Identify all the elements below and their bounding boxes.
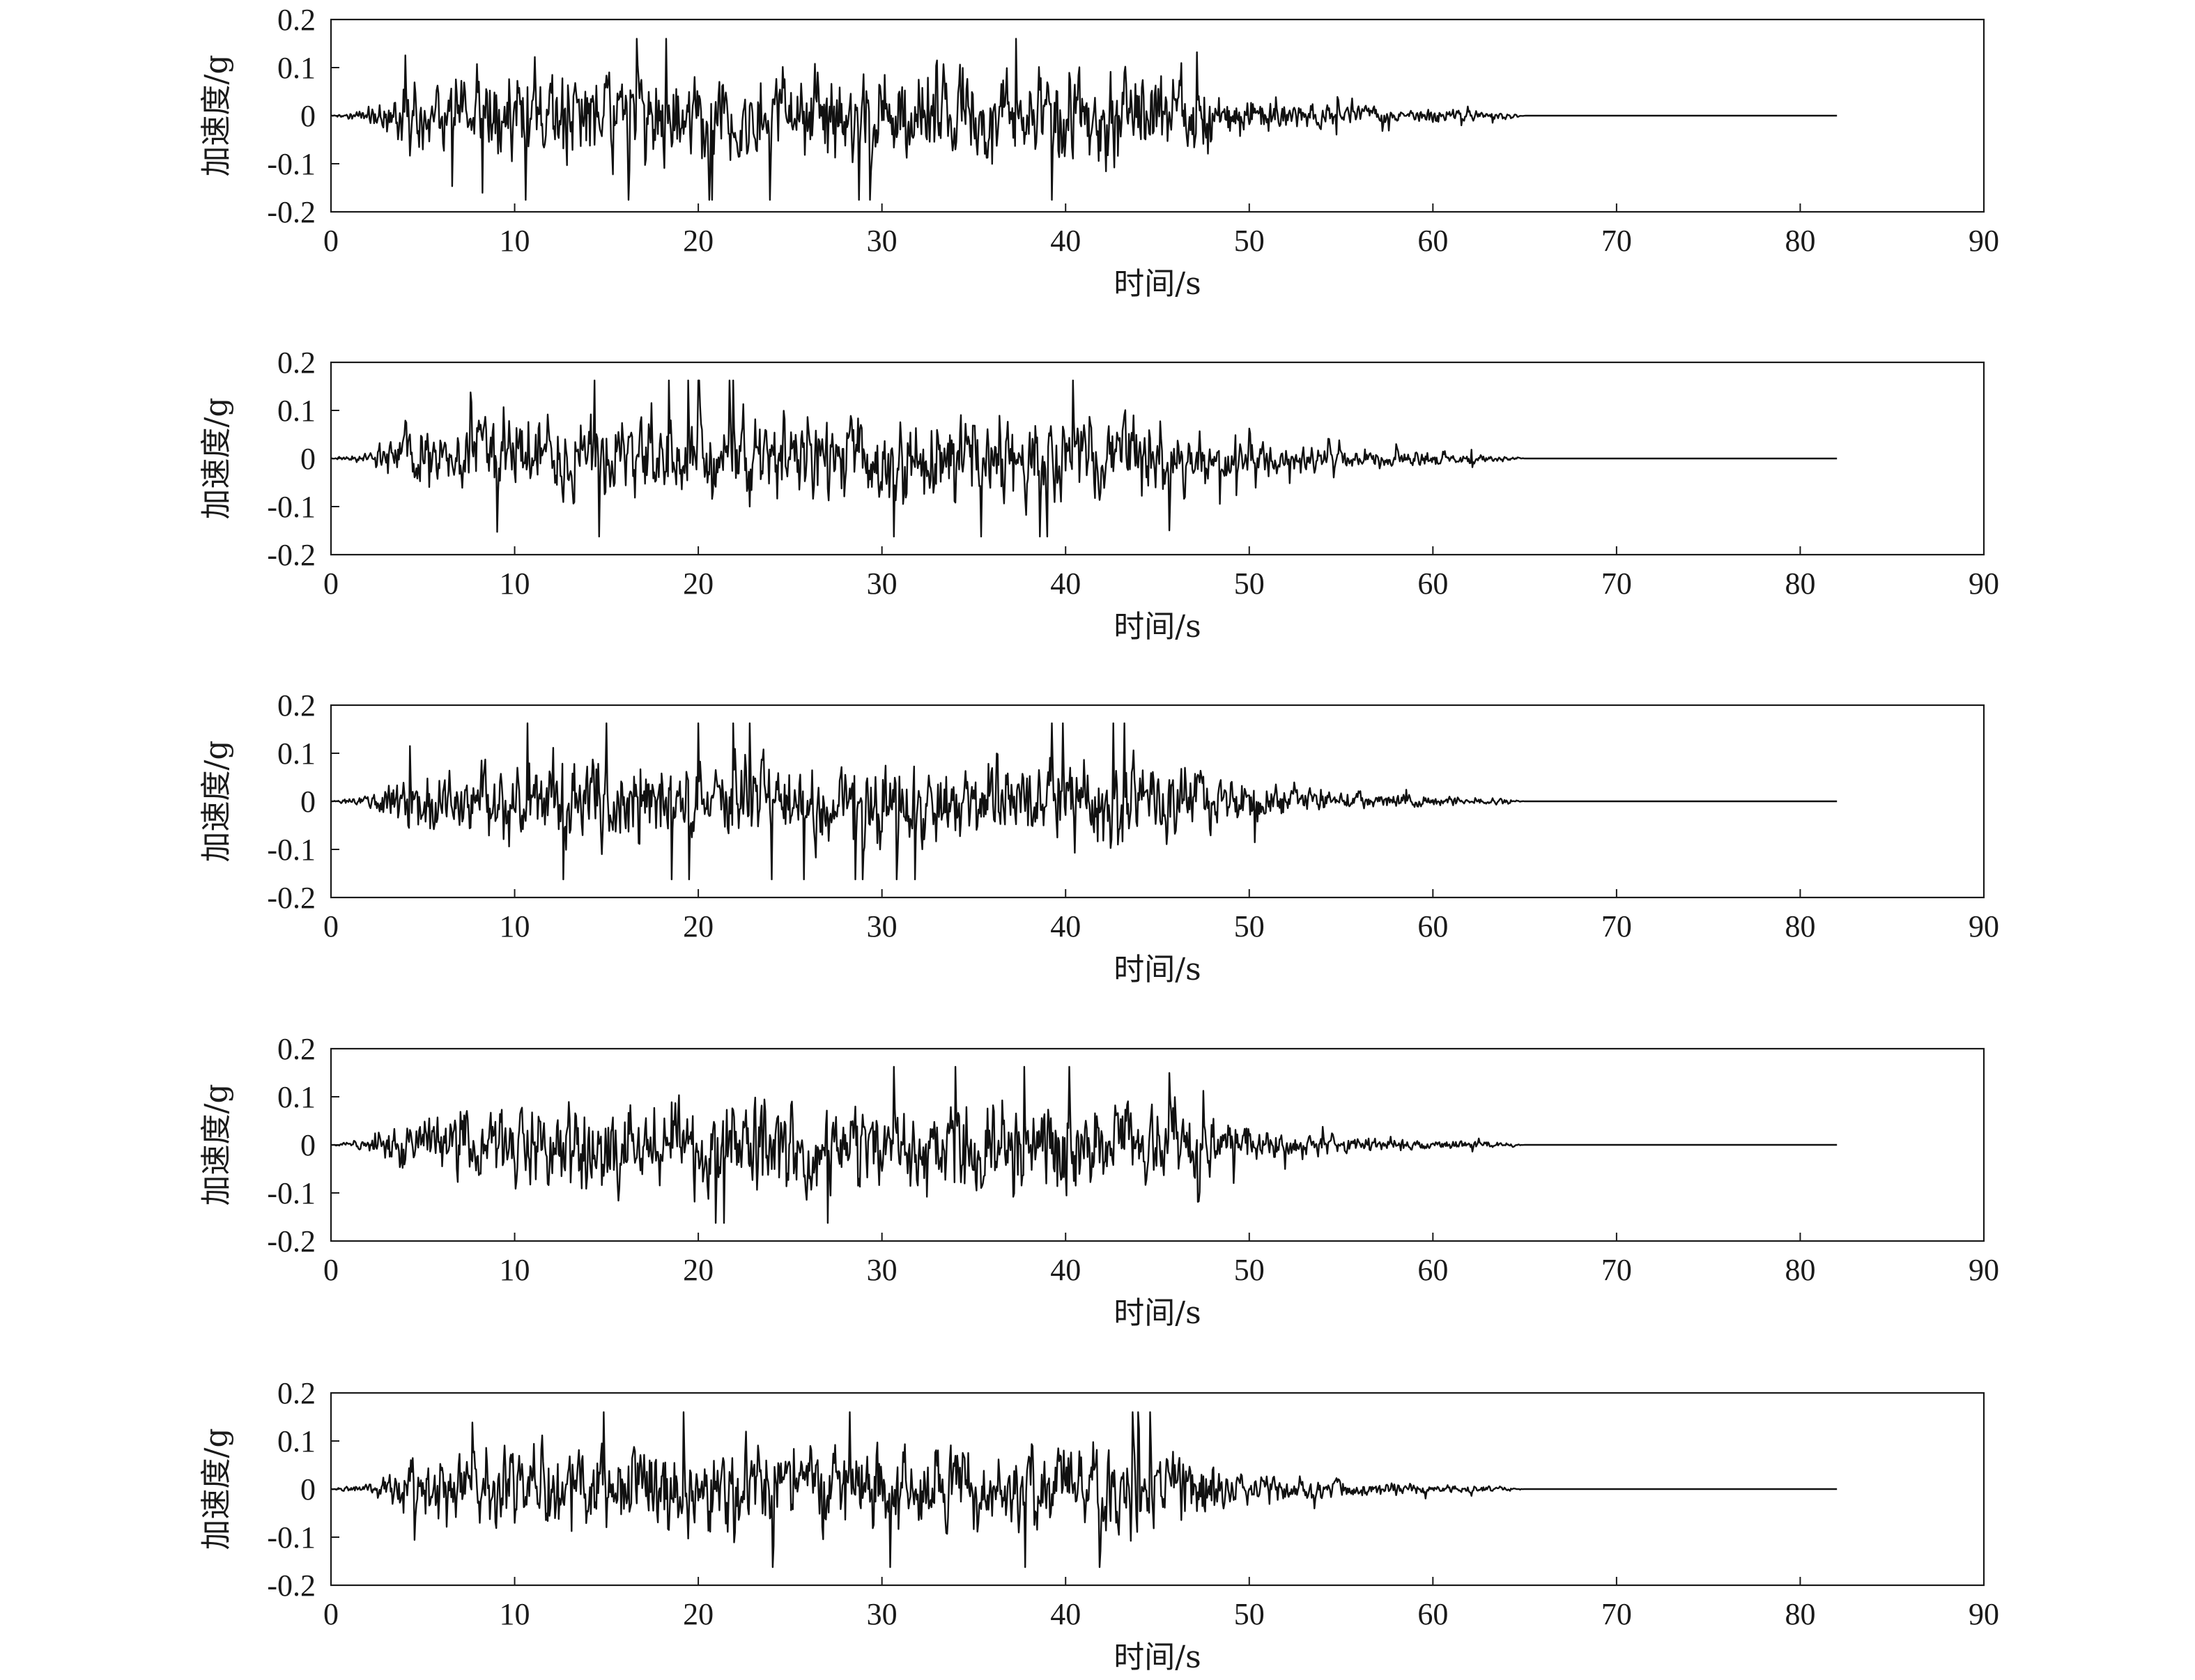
- x-tick-label: 70: [1601, 909, 1632, 943]
- subplot-2: 0.20.10-0.1-0.20 10 20 30 40 50 60 70 80 90时间/s加速…: [199, 346, 1999, 645]
- y-tick-label: -0.1: [267, 1176, 316, 1210]
- y-axis-label: 加速度/g: [199, 1084, 234, 1206]
- subplot-4: 0.20.10-0.1-0.20 10 20 30 40 50 60 70 80 90时间/s加速…: [199, 1032, 1999, 1331]
- x-tick-label: 70: [1601, 567, 1632, 601]
- x-tick-label: 30: [867, 1597, 898, 1631]
- x-tick-label: 60: [1417, 567, 1448, 601]
- x-tick-label: 90: [1969, 224, 1999, 258]
- x-axis-label: 时间/s: [1114, 609, 1201, 645]
- y-tick-label: -0.2: [267, 1224, 316, 1258]
- x-tick-label: 90: [1969, 909, 1999, 943]
- x-tick-label: 20: [683, 1597, 714, 1631]
- y-tick-label: 0.2: [277, 3, 316, 37]
- y-tick-label: 0.1: [277, 737, 316, 771]
- x-tick-label: 0: [323, 909, 339, 943]
- x-tick-label: 60: [1417, 1253, 1448, 1287]
- x-tick-label: 50: [1234, 224, 1265, 258]
- x-tick-label: 0: [323, 1253, 339, 1287]
- y-axis-label: 加速度/g: [199, 1428, 234, 1550]
- x-tick-label: 0: [323, 224, 339, 258]
- x-tick-label: 0: [323, 567, 339, 601]
- y-tick-label: 0.1: [277, 1424, 316, 1458]
- y-tick-label: -0.2: [267, 195, 316, 229]
- x-tick-label: 90: [1969, 1253, 1999, 1287]
- x-tick-label: 10: [500, 1253, 530, 1287]
- x-tick-label: 80: [1785, 909, 1815, 943]
- y-tick-label: -0.1: [267, 833, 316, 867]
- x-tick-label: 60: [1417, 909, 1448, 943]
- x-tick-label: 80: [1785, 567, 1815, 601]
- y-tick-label: -0.1: [267, 490, 316, 524]
- x-tick-label: 30: [867, 224, 898, 258]
- acceleration-trace: [330, 38, 1838, 201]
- y-tick-label: -0.2: [267, 1569, 316, 1603]
- x-axis-label: 时间/s: [1114, 266, 1201, 302]
- x-axis-label: 时间/s: [1114, 1295, 1201, 1331]
- y-tick-label: 0.2: [277, 1376, 316, 1410]
- acceleration-trace: [330, 379, 1838, 538]
- x-tick-label: 20: [683, 1253, 714, 1287]
- acceleration-trace: [331, 722, 1838, 881]
- x-tick-label: 40: [1050, 1597, 1081, 1631]
- y-tick-label: -0.2: [267, 538, 316, 572]
- y-tick-label: 0: [300, 442, 316, 476]
- y-tick-label: 0.2: [277, 688, 316, 723]
- y-tick-label: 0: [300, 99, 316, 133]
- x-axis-label: 时间/s: [1114, 1640, 1201, 1675]
- x-tick-label: 60: [1417, 1597, 1448, 1631]
- x-tick-label: 80: [1785, 1253, 1815, 1287]
- x-tick-label: 50: [1234, 909, 1265, 943]
- x-tick-label: 50: [1234, 1253, 1265, 1287]
- y-tick-label: -0.2: [267, 881, 316, 915]
- y-axis-label: 加速度/g: [199, 398, 234, 520]
- y-tick-label: 0.1: [277, 394, 316, 428]
- x-tick-label: 50: [1234, 1597, 1265, 1631]
- x-tick-label: 40: [1050, 1253, 1081, 1287]
- y-tick-label: 0: [300, 1128, 316, 1162]
- x-tick-label: 10: [500, 224, 530, 258]
- subplot-5: 0.20.10-0.1-0.20 10 20 30 40 50 60 70 80 90时间/s加速…: [199, 1376, 1999, 1675]
- x-tick-label: 70: [1601, 224, 1632, 258]
- y-tick-label: 0.1: [277, 1080, 316, 1114]
- x-tick-label: 20: [683, 909, 714, 943]
- y-tick-label: 0.1: [277, 51, 316, 85]
- x-tick-label: 60: [1417, 224, 1448, 258]
- y-axis-label: 加速度/g: [199, 741, 234, 863]
- subplot-3: 0.20.10-0.1-0.20 10 20 30 40 50 60 70 80 90时间/s加速…: [199, 688, 1999, 987]
- x-tick-label: 10: [500, 1597, 530, 1631]
- y-axis-label: 加速度/g: [199, 55, 234, 177]
- y-tick-label: 0: [300, 785, 316, 819]
- x-tick-label: 50: [1234, 567, 1265, 601]
- x-tick-label: 0: [323, 1597, 339, 1631]
- x-tick-label: 10: [500, 909, 530, 943]
- y-tick-label: 0: [300, 1472, 316, 1506]
- x-tick-label: 40: [1050, 567, 1081, 601]
- x-tick-label: 40: [1050, 224, 1081, 258]
- x-tick-label: 80: [1785, 1597, 1815, 1631]
- y-tick-label: -0.1: [267, 147, 316, 181]
- y-tick-label: -0.1: [267, 1520, 316, 1555]
- x-tick-label: 90: [1969, 1597, 1999, 1631]
- y-tick-label: 0.2: [277, 346, 316, 380]
- acceleration-trace: [331, 1411, 1838, 1569]
- x-axis-label: 时间/s: [1114, 952, 1201, 987]
- x-tick-label: 30: [867, 909, 898, 943]
- x-tick-label: 70: [1601, 1253, 1632, 1287]
- x-tick-label: 30: [867, 1253, 898, 1287]
- x-tick-label: 10: [500, 567, 530, 601]
- x-tick-label: 70: [1601, 1597, 1632, 1631]
- y-tick-label: 0.2: [277, 1032, 316, 1066]
- acceleration-trace: [330, 1065, 1838, 1224]
- x-tick-label: 80: [1785, 224, 1815, 258]
- subplot-1: 0.20.10-0.1-0.20 10 20 30 40 50 60 70 80 90时间/s加速…: [199, 3, 1999, 302]
- x-tick-label: 20: [683, 567, 714, 601]
- x-tick-label: 30: [867, 567, 898, 601]
- x-tick-label: 20: [683, 224, 714, 258]
- x-tick-label: 90: [1969, 567, 1999, 601]
- x-tick-label: 40: [1050, 909, 1081, 943]
